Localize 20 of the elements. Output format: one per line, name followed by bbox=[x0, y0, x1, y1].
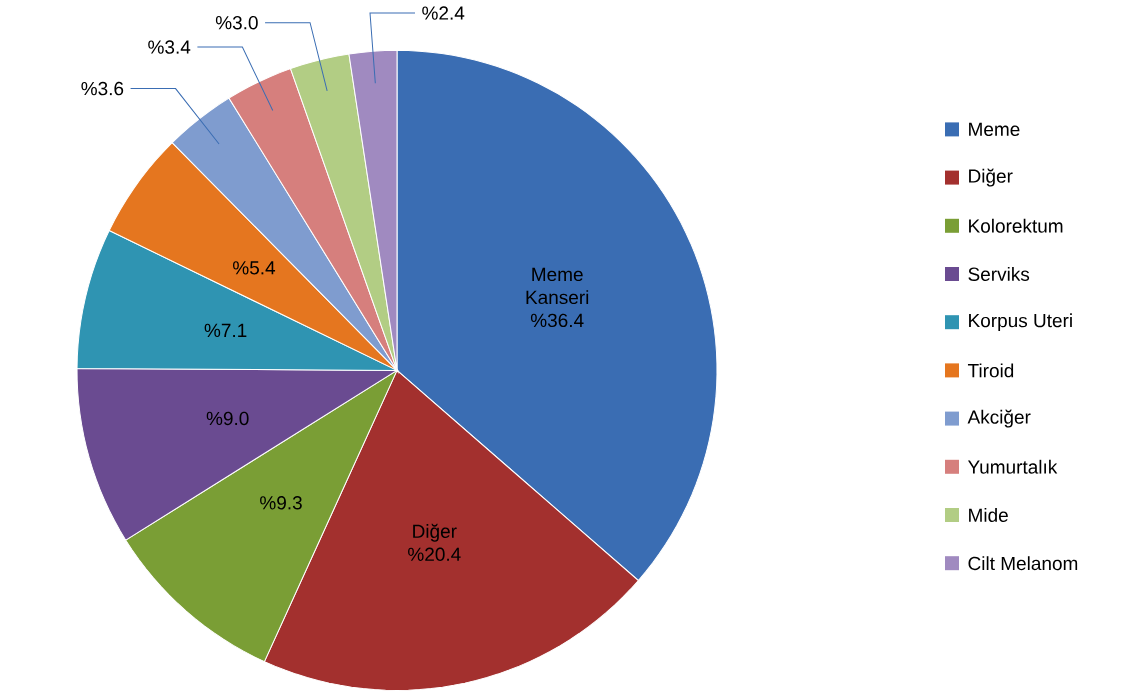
legend-label: Tiroid bbox=[967, 363, 1014, 378]
data-label: %2.4 bbox=[422, 6, 465, 20]
data-label: %5.4 bbox=[233, 261, 276, 275]
data-label: %7.1 bbox=[204, 323, 247, 338]
legend-label: Akciğer bbox=[967, 409, 1031, 428]
data-label: Diğer %20.4 bbox=[408, 523, 461, 562]
legend-label: Kolorektum bbox=[969, 218, 1063, 233]
data-label: %9.3 bbox=[260, 496, 302, 510]
legend-label: Meme bbox=[969, 122, 1020, 137]
legend-label: Serviks bbox=[968, 267, 1030, 282]
legend-label: Diğer bbox=[969, 168, 1013, 187]
legend-label: Yumurtalık bbox=[967, 459, 1058, 474]
data-label: %3.0 bbox=[215, 16, 258, 30]
data-label: %3.4 bbox=[148, 40, 191, 54]
data-label: Meme Kanseri %36.4 bbox=[526, 267, 589, 328]
data-label: %9.0 bbox=[206, 411, 249, 426]
legend-label: Mide bbox=[969, 508, 1008, 523]
legend-label: Cilt Melanom bbox=[968, 556, 1078, 571]
legend-label: Korpus Uteri bbox=[969, 313, 1072, 332]
data-label: %3.6 bbox=[81, 81, 124, 96]
